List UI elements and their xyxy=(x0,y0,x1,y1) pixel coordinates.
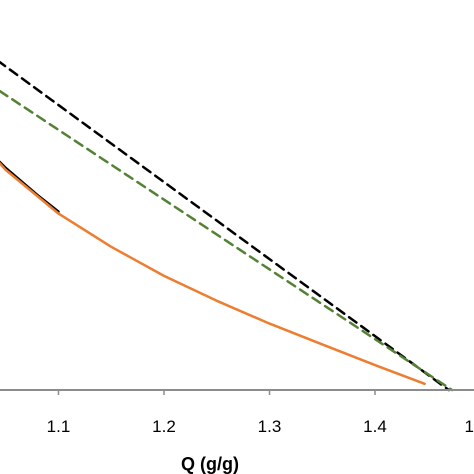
series-line-2 xyxy=(0,89,454,392)
x-tick-label: 1.1 xyxy=(47,417,71,436)
series-line-4 xyxy=(0,161,426,386)
x-axis-title: Q (g/g) xyxy=(181,454,239,474)
series-layer xyxy=(0,60,454,392)
x-tick-label: 1 xyxy=(465,417,474,436)
series-line-1 xyxy=(0,60,451,392)
x-tick-layer: 1.1 1.2 1.3 1.4 1 xyxy=(47,390,474,436)
x-tick-label: 1.4 xyxy=(363,417,387,436)
x-tick-label: 1.3 xyxy=(258,417,282,436)
x-tick-label: 1.2 xyxy=(152,417,176,436)
